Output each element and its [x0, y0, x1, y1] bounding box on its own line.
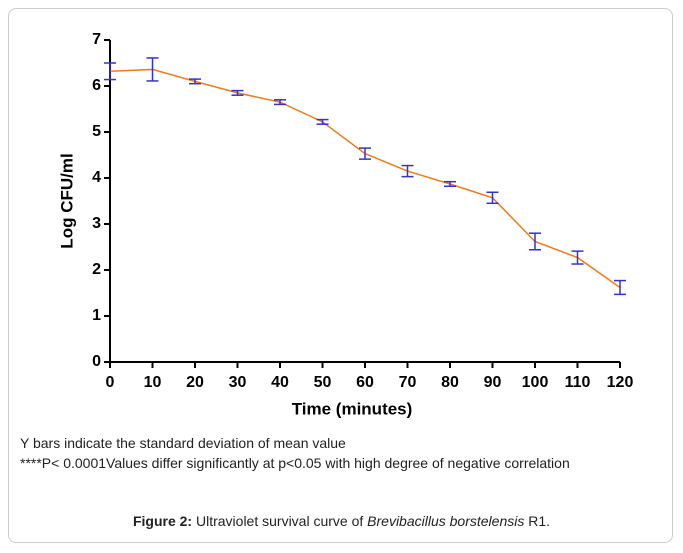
caption-strain: R1.	[528, 513, 551, 529]
error-bar	[614, 279, 626, 296]
error-bar	[316, 118, 329, 125]
x-tick-label: 90	[484, 374, 502, 391]
figure-frame	[8, 8, 673, 543]
y-tick-label: 6	[92, 77, 101, 94]
error-bar	[189, 78, 201, 85]
y-tick-label: 7	[92, 31, 101, 48]
x-tick-label: 0	[106, 374, 115, 391]
x-tick-label: 110	[565, 374, 591, 391]
caption: Figure 2: Ultraviolet survival curve of …	[0, 513, 683, 529]
x-tick-label: 30	[229, 374, 247, 391]
caption-label: Figure 2:	[132, 513, 193, 529]
x-tick-label: 40	[271, 374, 289, 391]
x-tick-label: 120	[607, 374, 634, 391]
y-tick-label: 3	[92, 215, 101, 232]
y-tick-label: 0	[92, 353, 101, 370]
error-bar	[401, 164, 414, 178]
note: ****P< 0.0001Values differ significantly…	[20, 455, 570, 471]
x-tick-label: 100	[522, 374, 549, 391]
note: Y bars indicate the standard deviation o…	[20, 435, 346, 451]
x-tick-label: 60	[356, 374, 374, 391]
y-tick-label: 1	[92, 307, 101, 324]
error-bar	[274, 99, 286, 106]
y-tick-label: 2	[92, 261, 101, 278]
error-bar	[486, 191, 499, 205]
x-tick-label: 80	[441, 374, 459, 391]
y-tick-label: 4	[92, 169, 101, 186]
caption-text: Ultraviolet survival curve of	[195, 513, 364, 529]
x-axis-label: Time (minutes)	[292, 399, 413, 418]
notes: Y bars indicate the standard deviation o…	[20, 433, 665, 473]
y-axis-label: Log CFU/ml	[57, 153, 76, 248]
error-bar	[571, 250, 584, 265]
error-bar	[146, 57, 159, 82]
error-bar	[529, 232, 541, 251]
series-line	[109, 68, 621, 289]
x-tick-label: 20	[186, 374, 204, 391]
caption-species: Brevibacillus borstelensis	[367, 513, 525, 529]
y-tick-label: 5	[92, 123, 101, 140]
x-tick-label: 70	[399, 374, 417, 391]
error-bar	[104, 62, 116, 81]
x-tick-label: 10	[144, 374, 162, 391]
error-bar	[444, 180, 456, 188]
x-tick-label: 50	[314, 374, 332, 391]
error-bar	[359, 147, 371, 160]
error-bar	[231, 89, 244, 96]
